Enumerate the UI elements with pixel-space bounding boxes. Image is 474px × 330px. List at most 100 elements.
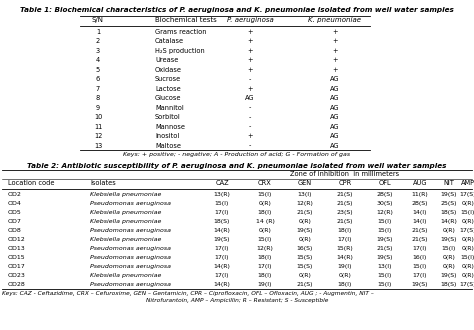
Text: 19(I): 19(I) bbox=[258, 282, 272, 287]
Text: 8: 8 bbox=[96, 95, 100, 101]
Text: Pseudomonas aeruginosa: Pseudomonas aeruginosa bbox=[90, 282, 171, 287]
Text: K. pneumoniae: K. pneumoniae bbox=[309, 17, 362, 23]
Text: +: + bbox=[247, 48, 253, 54]
Text: 13(I): 13(I) bbox=[378, 264, 392, 269]
Text: 21(S): 21(S) bbox=[412, 237, 428, 242]
Text: Pseudomonas aeruginosa: Pseudomonas aeruginosa bbox=[90, 228, 171, 233]
Text: 15(I): 15(I) bbox=[442, 247, 456, 251]
Text: +: + bbox=[332, 38, 338, 44]
Text: Pseudomonas aeruginosa: Pseudomonas aeruginosa bbox=[90, 264, 171, 269]
Text: NIT: NIT bbox=[444, 181, 455, 186]
Text: Table 2: Antibiotic susceptibility of P. aeruginosa and K. pneumoniae isolated f: Table 2: Antibiotic susceptibility of P.… bbox=[27, 162, 447, 169]
Text: 17(I): 17(I) bbox=[215, 210, 229, 215]
Text: -: - bbox=[249, 76, 251, 82]
Text: 28(S): 28(S) bbox=[412, 201, 428, 206]
Text: 19(S): 19(S) bbox=[441, 273, 457, 278]
Text: 15(S): 15(S) bbox=[297, 255, 313, 260]
Text: Zone of inhibition  in millimeters: Zone of inhibition in millimeters bbox=[291, 172, 400, 178]
Text: 15(I): 15(I) bbox=[215, 201, 229, 206]
Text: 15(I): 15(I) bbox=[258, 237, 272, 242]
Text: 14(R): 14(R) bbox=[440, 219, 457, 224]
Text: 17(I): 17(I) bbox=[215, 247, 229, 251]
Text: CRX: CRX bbox=[258, 181, 272, 186]
Text: +: + bbox=[332, 67, 338, 73]
Text: 0(R): 0(R) bbox=[462, 237, 474, 242]
Text: 0(R): 0(R) bbox=[299, 219, 311, 224]
Text: 16(S): 16(S) bbox=[297, 247, 313, 251]
Text: 21(S): 21(S) bbox=[297, 210, 313, 215]
Text: 16(I): 16(I) bbox=[413, 255, 427, 260]
Text: 19(S): 19(S) bbox=[297, 228, 313, 233]
Text: 0(R): 0(R) bbox=[258, 201, 272, 206]
Text: 17(I): 17(I) bbox=[215, 273, 229, 278]
Text: Pseudomonas aeruginosa: Pseudomonas aeruginosa bbox=[90, 255, 171, 260]
Text: Table 1: Biochemical characteristics of P. aeruginosa and K. pneumoniae isolated: Table 1: Biochemical characteristics of … bbox=[20, 7, 454, 13]
Text: Inositol: Inositol bbox=[155, 133, 179, 139]
Text: 19(S): 19(S) bbox=[441, 192, 457, 197]
Text: 15(I): 15(I) bbox=[461, 210, 474, 215]
Text: OD5: OD5 bbox=[8, 210, 22, 215]
Text: 15(I): 15(I) bbox=[378, 228, 392, 233]
Text: 15(I): 15(I) bbox=[413, 264, 427, 269]
Text: +: + bbox=[247, 67, 253, 73]
Text: OD15: OD15 bbox=[8, 255, 26, 260]
Text: 19(S): 19(S) bbox=[377, 255, 393, 260]
Text: OD28: OD28 bbox=[8, 282, 26, 287]
Text: 17(I): 17(I) bbox=[258, 264, 272, 269]
Text: OD12: OD12 bbox=[8, 237, 26, 242]
Text: Isolates: Isolates bbox=[90, 181, 116, 186]
Text: 18(I): 18(I) bbox=[258, 255, 272, 260]
Text: Mannitol: Mannitol bbox=[155, 105, 184, 111]
Text: 13(R): 13(R) bbox=[214, 192, 230, 197]
Text: Maltose: Maltose bbox=[155, 143, 181, 149]
Text: 14(I): 14(I) bbox=[413, 210, 427, 215]
Text: Sorbitol: Sorbitol bbox=[155, 114, 181, 120]
Text: 14(I): 14(I) bbox=[413, 219, 427, 224]
Text: CAZ: CAZ bbox=[215, 181, 229, 186]
Text: Nitrofurantoin, AMP – Ampicillin; R – Resistant; S - Susceptible: Nitrofurantoin, AMP – Ampicillin; R – Re… bbox=[146, 298, 328, 303]
Text: 18(S): 18(S) bbox=[441, 282, 457, 287]
Text: 9: 9 bbox=[96, 105, 100, 111]
Text: 0(R): 0(R) bbox=[462, 264, 474, 269]
Text: S/N: S/N bbox=[92, 17, 104, 23]
Text: 17(I): 17(I) bbox=[413, 247, 427, 251]
Text: Grams reaction: Grams reaction bbox=[155, 29, 207, 35]
Text: Keys: + positive; - negative; A - Production of acid; G - Formation of gas: Keys: + positive; - negative; A - Produc… bbox=[123, 152, 351, 157]
Text: Klebsiella pneumoniae: Klebsiella pneumoniae bbox=[90, 219, 161, 224]
Text: 1: 1 bbox=[96, 29, 100, 35]
Text: 25(S): 25(S) bbox=[441, 201, 457, 206]
Text: Klebsiella pneumoniae: Klebsiella pneumoniae bbox=[90, 210, 161, 215]
Text: 17(S): 17(S) bbox=[460, 192, 474, 197]
Text: 17(S): 17(S) bbox=[460, 228, 474, 233]
Text: AG: AG bbox=[330, 124, 340, 130]
Text: -: - bbox=[249, 124, 251, 130]
Text: 7: 7 bbox=[96, 86, 100, 92]
Text: Klebsiella pneumoniae: Klebsiella pneumoniae bbox=[90, 237, 161, 242]
Text: +: + bbox=[247, 29, 253, 35]
Text: 18(I): 18(I) bbox=[338, 228, 352, 233]
Text: +: + bbox=[332, 48, 338, 54]
Text: 17(I): 17(I) bbox=[215, 255, 229, 260]
Text: AG: AG bbox=[330, 143, 340, 149]
Text: 21(S): 21(S) bbox=[412, 228, 428, 233]
Text: 15(I): 15(I) bbox=[378, 282, 392, 287]
Text: 2: 2 bbox=[96, 38, 100, 44]
Text: 18(I): 18(I) bbox=[258, 210, 272, 215]
Text: 14 (R): 14 (R) bbox=[255, 219, 274, 224]
Text: CPR: CPR bbox=[338, 181, 352, 186]
Text: +: + bbox=[332, 57, 338, 63]
Text: -: - bbox=[249, 114, 251, 120]
Text: 21(S): 21(S) bbox=[337, 192, 353, 197]
Text: OD7: OD7 bbox=[8, 219, 22, 224]
Text: OD23: OD23 bbox=[8, 273, 26, 278]
Text: AUG: AUG bbox=[413, 181, 427, 186]
Text: Sucrose: Sucrose bbox=[155, 76, 181, 82]
Text: 21(S): 21(S) bbox=[297, 282, 313, 287]
Text: AG: AG bbox=[330, 133, 340, 139]
Text: -: - bbox=[249, 143, 251, 149]
Text: Klebsiella pneumoniae: Klebsiella pneumoniae bbox=[90, 192, 161, 197]
Text: Pseudomonas aeruginosa: Pseudomonas aeruginosa bbox=[90, 247, 171, 251]
Text: Urease: Urease bbox=[155, 57, 178, 63]
Text: 19(S): 19(S) bbox=[412, 282, 428, 287]
Text: AMP: AMP bbox=[461, 181, 474, 186]
